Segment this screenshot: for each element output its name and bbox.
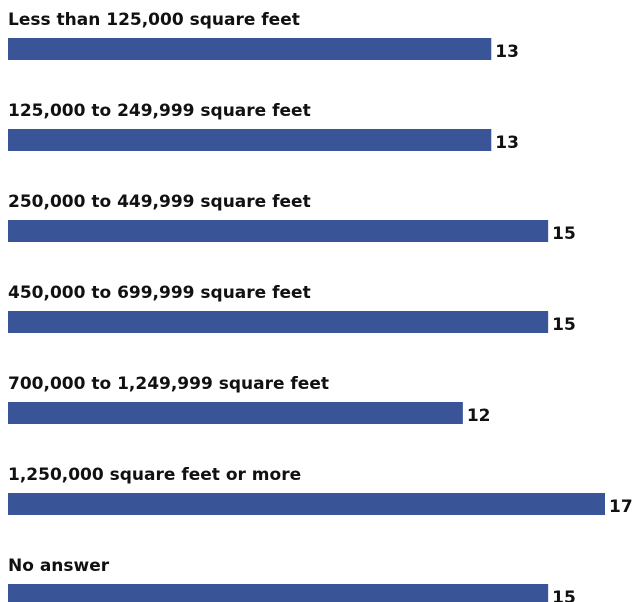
category-label: 700,000 to 1,249,999 square feet [8,374,329,394]
bar [8,584,549,602]
category-label: 450,000 to 699,999 square feet [8,283,311,303]
category-label: 250,000 to 449,999 square feet [8,192,311,212]
bar [8,220,549,242]
value-label: 15 [552,224,576,244]
value-label: 12 [467,406,491,426]
bar [8,38,492,60]
category-label: Less than 125,000 square feet [8,10,300,30]
bar [8,129,492,151]
value-label: 15 [552,588,576,602]
category-label: No answer [8,556,110,576]
value-label: 15 [552,315,576,335]
value-label: 13 [495,133,519,153]
value-label: 13 [495,42,519,62]
bar [8,402,463,424]
category-label: 125,000 to 249,999 square feet [8,101,311,121]
bar [8,311,549,333]
value-label: 17 [609,497,633,517]
category-label: 1,250,000 square feet or more [8,465,301,485]
bar [8,493,605,515]
